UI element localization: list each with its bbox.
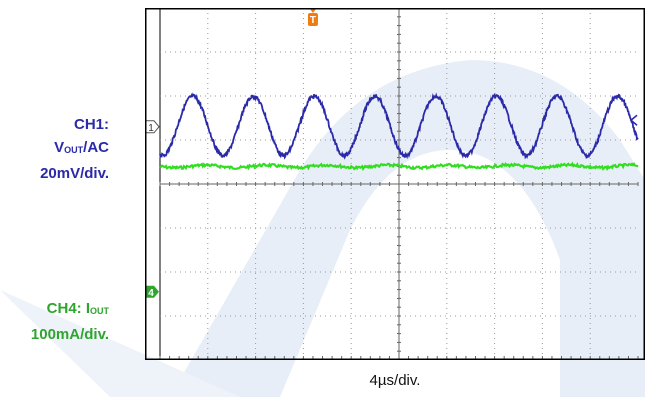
screen-frame (145, 8, 645, 360)
ch1-label-title: CH1: (73, 116, 109, 133)
ch1-label-signal: VOUT/AC (40, 136, 109, 162)
ch1-edge-arrow (629, 114, 638, 126)
ch4-label: CH4: IOUT 100mA/div. (31, 297, 109, 346)
oscilloscope-screen: 1 4 T (145, 8, 645, 360)
ch1-label: CH1: VOUT/AC 20mV/div. (40, 113, 109, 185)
ch4-label-signal: CH4: IOUT (31, 297, 109, 323)
svg-text:1: 1 (148, 123, 154, 134)
ch4-signal-sub: OUT (90, 306, 109, 316)
graticule (159, 8, 639, 360)
ch4-trace (159, 161, 639, 171)
svg-text:4: 4 (148, 288, 154, 299)
ch1-signal-coupling: /AC (83, 139, 109, 156)
ch1-signal-v: V (54, 139, 65, 156)
svg-text:T: T (310, 15, 316, 26)
ch4-ground-marker: 4 (146, 285, 159, 299)
ch1-signal-sub: OUT (64, 145, 84, 155)
ch4-signal-prefix: CH4: I (46, 300, 90, 317)
timebase-label: 4µs/div. (369, 372, 421, 389)
ch1-label-scale: 20mV/div. (40, 165, 109, 182)
trigger-marker: T (307, 9, 318, 26)
ch4-label-scale: 100mA/div. (30, 326, 109, 343)
ch1-trace (159, 92, 639, 160)
traces: 1 4 T (145, 9, 639, 299)
ch1-ground-marker: 1 (145, 120, 160, 134)
